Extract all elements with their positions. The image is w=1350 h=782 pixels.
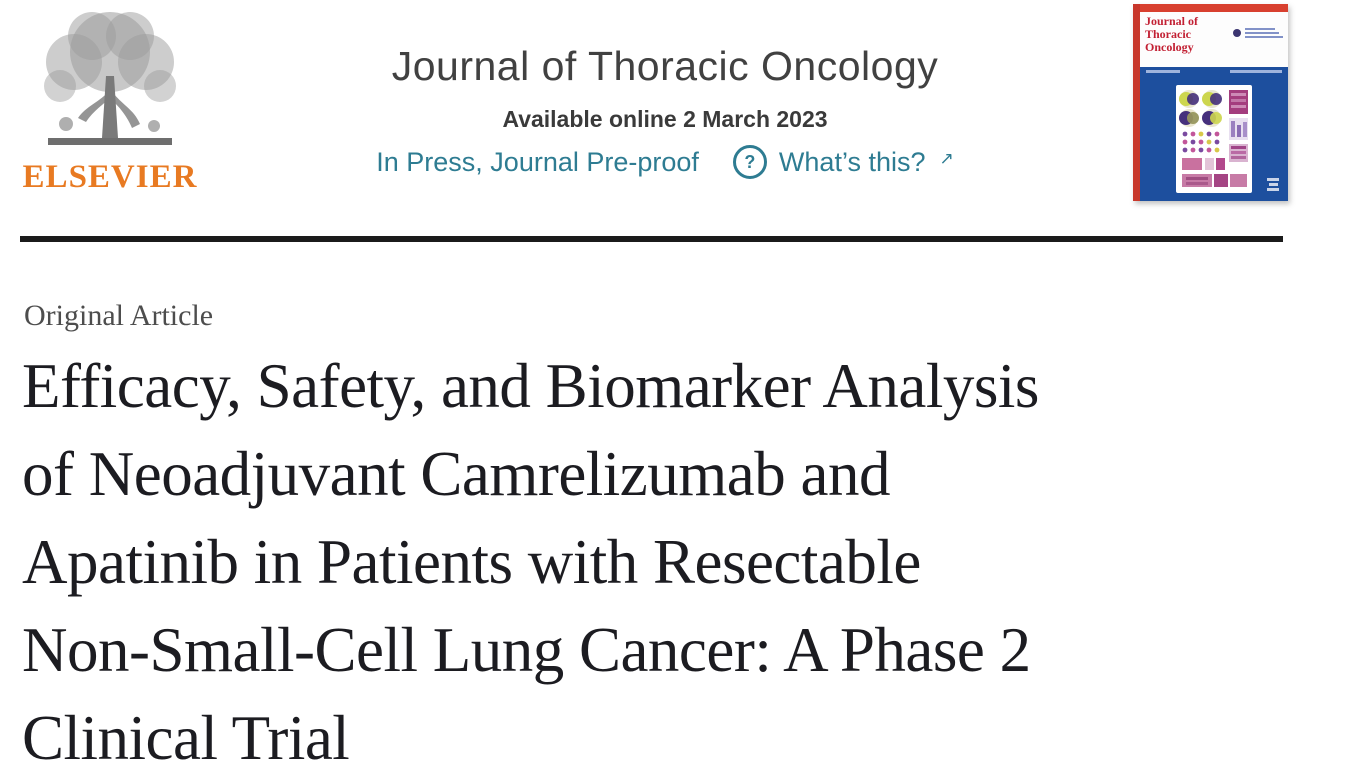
elsevier-wordmark: ELSEVIER (22, 159, 198, 195)
article-status-row: In Press, Journal Pre-proof ? What’s thi… (310, 145, 1020, 179)
whats-this-link[interactable]: ? What’s this? ↗ (732, 145, 954, 179)
article-title-line: Non-Small-Cell Lung Cancer: A Phase 2 (22, 615, 1031, 685)
journal-cover-thumbnail[interactable]: Journal of Thoracic Oncology (1133, 4, 1288, 201)
cover-body (1140, 78, 1288, 201)
in-press-status-label: In Press, Journal Pre-proof (376, 146, 699, 177)
whats-this-label[interactable]: What’s this? (778, 146, 926, 177)
journal-title-link[interactable]: Journal of Thoracic Oncology (391, 43, 939, 89)
journal-banner: Journal of Thoracic Oncology Available o… (310, 42, 1020, 179)
cover-society-text (1233, 28, 1283, 40)
cover-top-band (1140, 4, 1288, 12)
article-title-line: Efficacy, Safety, and Biomarker Analysis (22, 351, 1039, 421)
article-title: Efficacy, Safety, and Biomarker Analysis… (22, 342, 1039, 782)
elsevier-logo: ELSEVIER (22, 6, 198, 194)
article-title-line: of Neoadjuvant Camrelizumab and (22, 439, 890, 509)
cover-journal-title: Journal of Thoracic Oncology (1145, 14, 1199, 54)
cover-publisher-mark (1267, 178, 1279, 192)
article-title-line: Apatinib in Patients with Resectable (22, 527, 921, 597)
available-online-date: Available online 2 March 2023 (502, 106, 828, 132)
external-link-icon: ↗ (939, 149, 954, 168)
article-category-label: Original Article (24, 299, 214, 332)
cover-header: Journal of Thoracic Oncology (1140, 12, 1288, 67)
elsevier-tree-icon (44, 12, 176, 145)
article-title-line: Clinical Trial (22, 703, 350, 773)
cover-issue-band (1140, 67, 1288, 78)
cover-figure-panel (1176, 85, 1252, 193)
header-divider-rule (20, 236, 1283, 242)
question-mark-icon[interactable]: ? (732, 145, 767, 179)
